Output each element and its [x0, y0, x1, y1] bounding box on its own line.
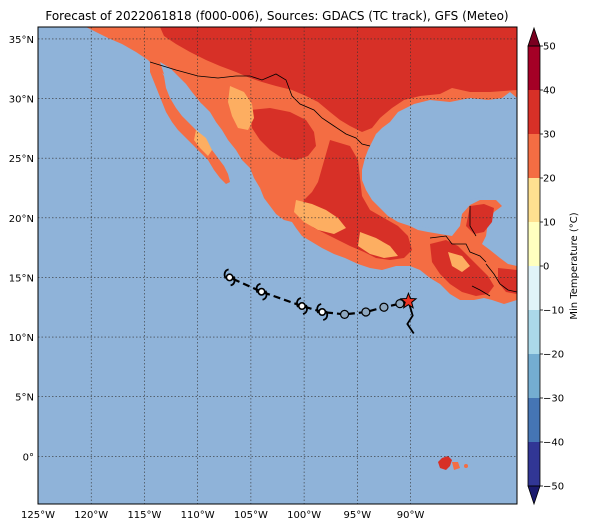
- colorbar-extend-under: [527, 485, 541, 506]
- figure-title: Forecast of 2022061818 (f000-006), Sourc…: [45, 9, 508, 23]
- galapagos-islands: [438, 456, 452, 470]
- land-mild-patch: [228, 86, 254, 130]
- lat-tick-label: 0°: [23, 452, 34, 463]
- lat-tick-label: 30°N: [9, 95, 34, 106]
- land-hot-patch: [250, 108, 316, 160]
- colorbar: 50 40 30 20 10 0 −10 −20 −30 −40 −50 Min Temperatu…: [527, 26, 580, 506]
- lon-tick-label: 105°W: [234, 510, 268, 521]
- gridlines: [37, 27, 517, 504]
- colorbar-tick-label: 40: [543, 86, 556, 97]
- lon-tick-label: 115°W: [127, 510, 161, 521]
- lat-tick-label: 35°N: [9, 35, 34, 46]
- land-layer: [86, 27, 517, 470]
- tropical-storm-icon: [223, 268, 236, 287]
- longitude-tick-labels: 125°W 120°W 115°W 110°W 105°W 100°W 95°W 90°W: [21, 510, 424, 521]
- colorbar-band: [528, 398, 540, 442]
- galapagos-islands: [464, 464, 468, 468]
- storm-track: [223, 268, 418, 334]
- lat-tick-label: 15°N: [9, 273, 34, 284]
- latitude-tick-labels: 35°N 30°N 25°N 20°N 15°N 10°N 5°N 0°: [9, 35, 34, 463]
- colorbar-tick-label: 0: [543, 262, 549, 273]
- colorbar-band: [528, 90, 540, 134]
- gulf-of-california: [160, 62, 232, 160]
- belize-border: [469, 206, 477, 237]
- forecast-point-depression: [395, 299, 405, 309]
- colorbar-band: [528, 266, 540, 310]
- colorbar-band: [528, 354, 540, 398]
- lat-tick-label: 20°N: [9, 214, 34, 225]
- colorbar-tick-label: 20: [543, 174, 556, 185]
- colorbar-tick-label: 50: [543, 42, 556, 53]
- colorbar-bands: [527, 26, 541, 506]
- tropical-storm-icon: [296, 297, 308, 315]
- forecast-track-line: [229, 276, 409, 316]
- land-hot-patch: [466, 204, 494, 234]
- colorbar-tick-labels: 50 40 30 20 10 0 −10 −20 −30 −40 −50: [540, 42, 564, 493]
- colorbar-tick-label: −10: [543, 306, 564, 317]
- map-panel: 125°W 120°W 115°W 110°W 105°W 100°W 95°W 90°W 3…: [9, 26, 518, 521]
- colorbar-tick-label: −30: [543, 394, 564, 405]
- lat-tick-label: 10°N: [9, 333, 34, 344]
- current-position-star: [399, 291, 418, 309]
- lon-tick-label: 90°W: [397, 510, 425, 521]
- guatemala-border: [429, 235, 487, 263]
- land-mild-patch: [294, 200, 346, 234]
- tropical-storm-icon: [316, 303, 329, 321]
- land-mild-patch: [448, 252, 470, 272]
- land-mild-patch: [358, 232, 398, 258]
- land-baja-california: [150, 62, 230, 184]
- gulf-of-mexico: [370, 100, 517, 228]
- lon-tick-label: 125°W: [21, 510, 55, 521]
- colorbar-band: [528, 222, 540, 266]
- us-mexico-border: [149, 61, 371, 147]
- lon-tick-label: 110°W: [181, 510, 215, 521]
- colorbar-extend-over: [527, 26, 541, 47]
- country-borders: [149, 61, 517, 297]
- lon-tick-label: 120°W: [74, 510, 108, 521]
- honduras-border: [485, 263, 517, 293]
- colorbar-band: [528, 178, 540, 222]
- tropical-storm-icon: [255, 282, 268, 301]
- galapagos-islands: [452, 462, 460, 470]
- colorbar-tick-label: 10: [543, 218, 556, 229]
- land-hot-patch: [160, 27, 517, 132]
- lat-tick-label: 25°N: [9, 154, 34, 165]
- forecast-point-depression: [379, 302, 389, 312]
- lon-tick-label: 100°W: [287, 510, 321, 521]
- el-salvador-border: [471, 285, 491, 297]
- colorbar-tick-label: −50: [543, 482, 564, 493]
- forecast-point-depression: [339, 309, 350, 319]
- colorbar-band: [528, 310, 540, 354]
- lat-tick-label: 5°N: [15, 393, 34, 404]
- land-hot-patch: [498, 268, 517, 294]
- colorbar-tick-label: −40: [543, 438, 564, 449]
- past-track-line: [406, 301, 415, 334]
- colorbar-tick-label: 30: [543, 130, 556, 141]
- colorbar-band: [528, 134, 540, 178]
- colorbar-tick-label: −20: [543, 350, 564, 361]
- colorbar-band: [528, 46, 540, 90]
- lon-tick-label: 95°W: [344, 510, 372, 521]
- forecast-point-depression: [361, 307, 371, 317]
- land-mild-patch: [194, 130, 212, 156]
- colorbar-band: [528, 442, 540, 486]
- map-frame: [37, 26, 518, 505]
- colorbar-label: Min Temperature (°C): [569, 212, 580, 319]
